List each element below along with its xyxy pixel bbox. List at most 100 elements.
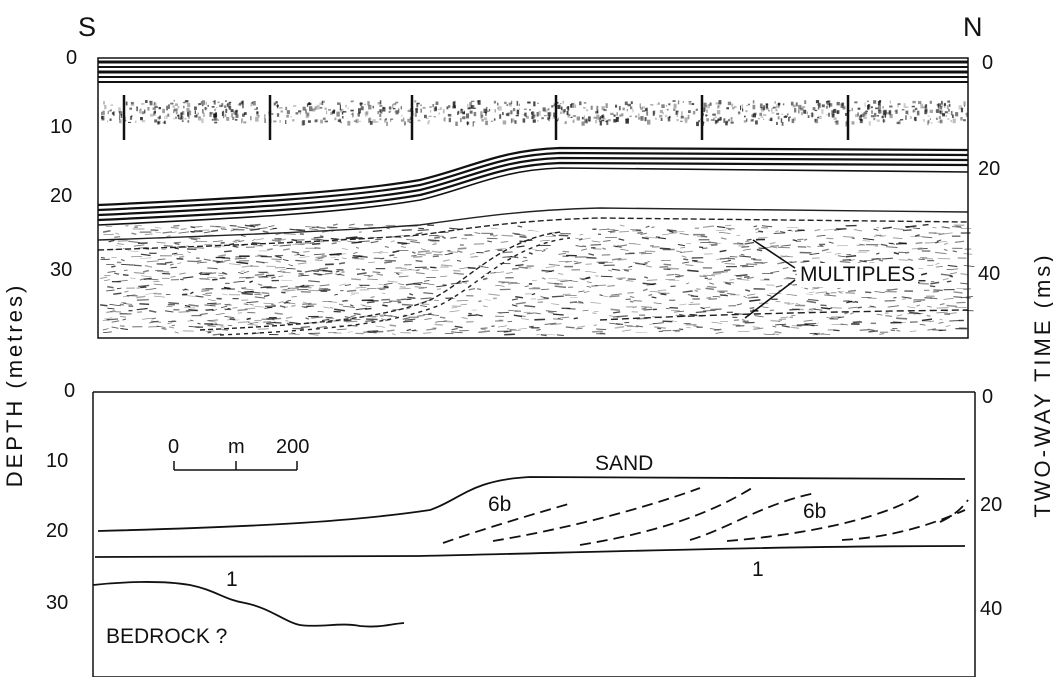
noise-stroke	[370, 296, 375, 298]
noise-speck	[755, 120, 758, 125]
noise-speck	[125, 101, 128, 106]
noise-stroke	[508, 309, 518, 312]
noise-speck	[938, 107, 941, 109]
noise-speck	[202, 109, 204, 114]
multiple-reflections	[97, 207, 969, 336]
noise-stroke	[854, 300, 859, 304]
noise-stroke	[342, 305, 355, 308]
noise-stroke	[950, 272, 957, 275]
noise-stroke	[814, 322, 819, 325]
noise-stroke	[498, 325, 508, 328]
noise-speck	[187, 111, 189, 117]
noise-stroke	[687, 269, 699, 273]
noise-stroke	[878, 259, 884, 262]
noise-speck	[709, 102, 712, 106]
noise-speck	[135, 120, 137, 123]
noise-speck	[788, 117, 790, 122]
noise-speck	[695, 108, 698, 111]
noise-speck	[512, 108, 516, 112]
noise-stroke	[662, 233, 670, 236]
noise-speck	[448, 117, 451, 123]
noise-stroke	[102, 319, 110, 322]
noise-stroke	[384, 261, 392, 264]
noise-speck	[350, 109, 354, 112]
noise-speck	[635, 115, 638, 118]
noise-stroke	[868, 330, 878, 333]
noise-stroke	[467, 314, 477, 317]
noise-speck	[741, 104, 744, 109]
noise-speck	[572, 115, 576, 117]
noise-stroke	[145, 292, 156, 295]
noise-stroke	[948, 312, 957, 315]
noise-speck	[119, 119, 121, 124]
noise-speck	[712, 113, 716, 116]
noise-stroke	[867, 328, 875, 332]
noise-stroke	[348, 223, 355, 226]
noise-speck	[389, 110, 392, 112]
noise-stroke	[453, 272, 464, 275]
noise-speck	[863, 112, 867, 116]
noise-stroke	[417, 314, 425, 318]
noise-speck	[682, 101, 684, 103]
noise-stroke	[255, 260, 265, 264]
noise-stroke	[901, 296, 912, 299]
noise-stroke	[941, 226, 950, 229]
noise-speck	[422, 107, 426, 109]
noise-speck	[484, 112, 488, 114]
noise-speck	[579, 101, 582, 106]
noise-stroke	[278, 300, 284, 304]
noise-stroke	[556, 334, 564, 336]
noise-stroke	[734, 313, 744, 315]
noise-speck	[666, 108, 669, 111]
noise-stroke	[943, 242, 949, 246]
noise-speck	[548, 112, 550, 114]
noise-speck	[499, 114, 502, 119]
noise-stroke	[681, 255, 687, 258]
noise-stroke	[702, 309, 714, 312]
noise-stroke	[446, 249, 451, 252]
noise-speck	[213, 117, 218, 121]
noise-speck	[873, 100, 876, 103]
noise-stroke	[356, 272, 367, 276]
noise-stroke	[167, 322, 173, 325]
noise-speck	[225, 100, 227, 102]
top-time-tick: 20	[978, 158, 1001, 180]
noise-stroke	[435, 320, 447, 323]
noise-stroke	[526, 312, 535, 315]
noise-stroke	[212, 240, 223, 243]
noise-stroke	[544, 333, 556, 336]
noise-stroke	[688, 303, 700, 306]
noise-stroke	[341, 257, 347, 259]
noise-speck	[110, 109, 112, 112]
noise-stroke	[396, 272, 400, 276]
noise-stroke	[791, 308, 801, 311]
noise-speck	[467, 103, 469, 108]
noise-stroke	[151, 317, 156, 320]
noise-speck	[825, 105, 829, 109]
noise-speck	[864, 102, 866, 107]
noise-stroke	[751, 296, 758, 298]
noise-speck	[447, 114, 450, 116]
noise-stroke	[462, 281, 468, 284]
noise-speck	[598, 117, 601, 122]
noise-stroke	[309, 228, 318, 231]
noise-speck	[532, 114, 536, 118]
noise-speck	[185, 100, 189, 103]
noise-speck	[773, 106, 777, 109]
noise-stroke	[117, 242, 124, 246]
noise-speck	[680, 120, 683, 122]
noise-speck	[497, 107, 499, 110]
noise-speck	[875, 107, 879, 110]
noise-speck	[940, 105, 943, 110]
noise-stroke	[145, 288, 157, 291]
noise-stroke	[820, 261, 826, 264]
noise-speck	[241, 118, 243, 124]
noise-speck	[630, 101, 633, 105]
noise-speck	[179, 117, 183, 120]
noise-speck	[368, 118, 371, 123]
noise-stroke	[907, 258, 913, 261]
noise-stroke	[723, 269, 731, 272]
noise-stroke	[146, 260, 159, 263]
noise-stroke	[790, 326, 800, 329]
noise-stroke	[280, 285, 288, 288]
